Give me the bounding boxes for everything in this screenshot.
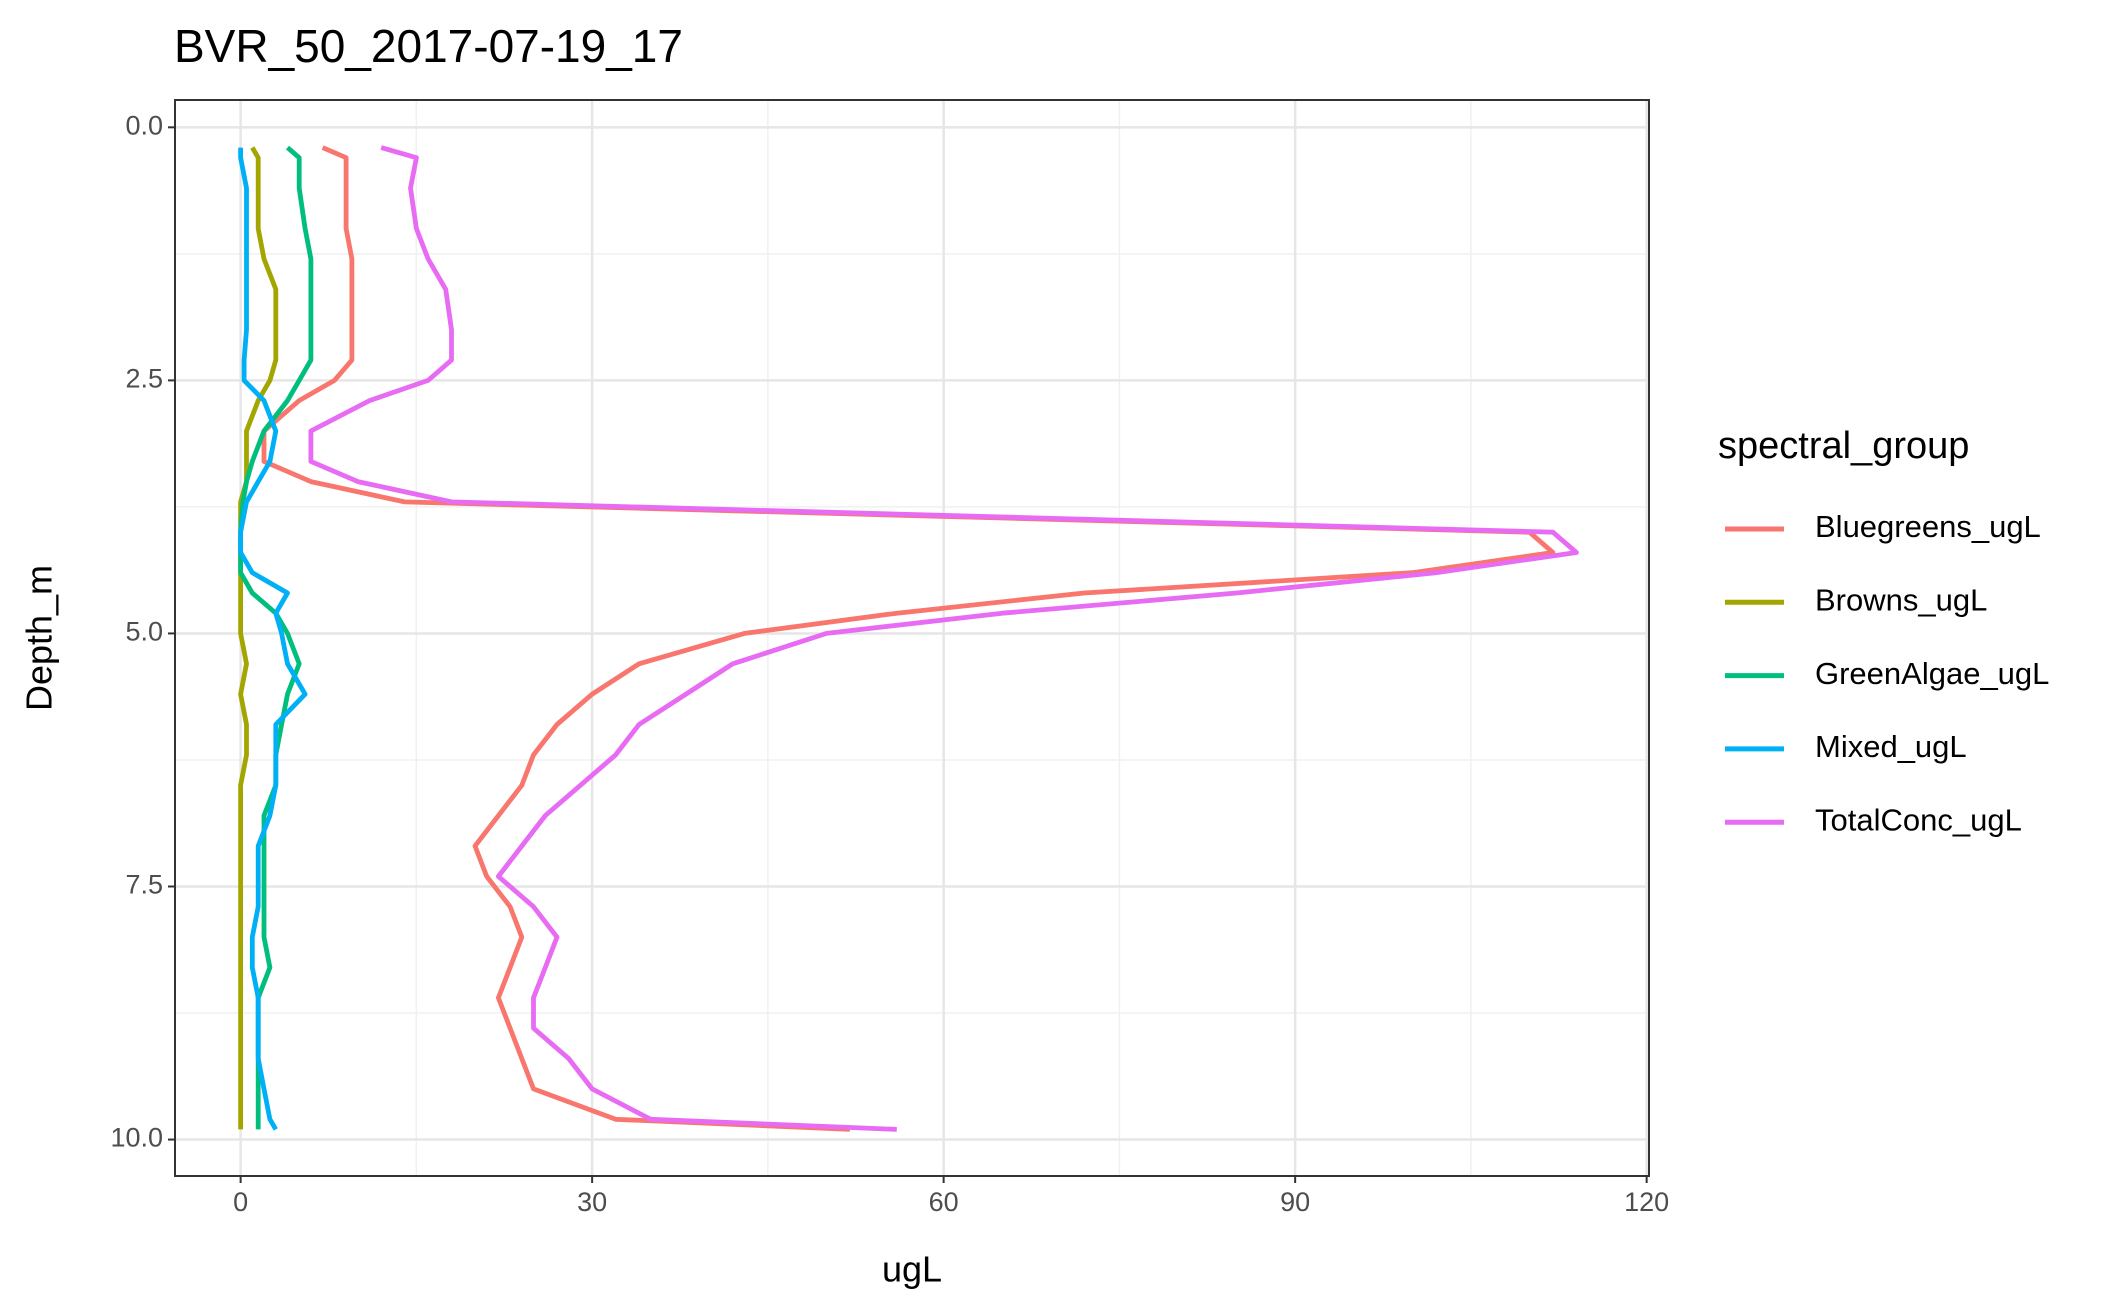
y-tick-label: 5.0 bbox=[125, 617, 163, 647]
x-tick-label: 30 bbox=[577, 1187, 607, 1217]
chart-title: BVR_50_2017-07-19_17 bbox=[174, 20, 683, 72]
legend-label: Bluegreens_ugL bbox=[1815, 509, 2041, 544]
legend-label: Mixed_ugL bbox=[1815, 729, 1967, 764]
legend-label: Browns_ugL bbox=[1815, 582, 1987, 617]
series-line bbox=[238, 147, 308, 1131]
legend-label: GreenAlgae_ugL bbox=[1815, 656, 2049, 691]
y-tick-label: 7.5 bbox=[125, 870, 163, 900]
x-tick-label: 0 bbox=[233, 1187, 248, 1217]
legend-label: TotalConc_ugL bbox=[1815, 802, 2022, 837]
series-line bbox=[308, 145, 1579, 1132]
x-tick-label: 90 bbox=[1280, 1187, 1310, 1217]
y-tick-label: 0.0 bbox=[125, 110, 163, 140]
panel-border bbox=[174, 99, 1650, 1177]
x-tick-label: 120 bbox=[1624, 1187, 1669, 1217]
x-tick-label: 60 bbox=[929, 1187, 959, 1217]
x-axis-title: ugL bbox=[882, 1249, 942, 1290]
legend-title: spectral_group bbox=[1718, 425, 1969, 467]
y-axis-title: Depth_m bbox=[19, 565, 60, 711]
series-line bbox=[238, 146, 279, 1130]
y-tick-label: 2.5 bbox=[125, 364, 163, 394]
series-line bbox=[261, 145, 1556, 1132]
y-tick-label: 10.0 bbox=[110, 1123, 163, 1153]
